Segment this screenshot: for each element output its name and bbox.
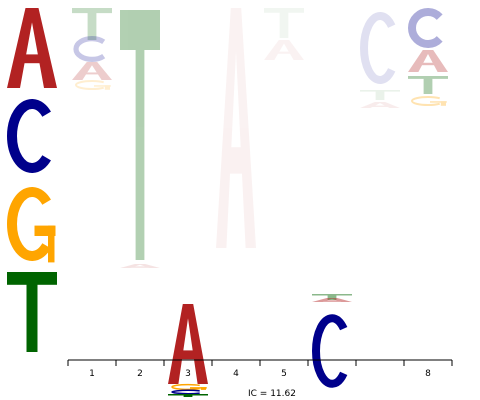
- motif-letter-pos1-g: [75, 80, 111, 90]
- motif-letter-pos3-g: [171, 383, 207, 391]
- motif-letter-pos7-t: [360, 90, 400, 100]
- motif-letter-pos5-a: [264, 40, 304, 60]
- x-tick-label-1: 1: [89, 369, 95, 379]
- motif-letter-pos6-t: [312, 294, 352, 300]
- x-tick-label-2: 2: [137, 369, 143, 379]
- motif-letter-pos1-a: [72, 62, 112, 80]
- x-tick-label-8: 8: [425, 369, 431, 379]
- x-tick-label-4: 4: [233, 369, 239, 379]
- information-content-label: IC = 11.62: [248, 389, 296, 399]
- motif-letter-pos8-t: [408, 76, 448, 94]
- x-tick-label-5: 5: [281, 369, 287, 379]
- motif-letter-pos1-t: [72, 8, 112, 40]
- motif-letter-pos3-t: [168, 394, 208, 397]
- motif-letter-pos3-a: [168, 304, 208, 384]
- reference-letter-a: [7, 8, 57, 88]
- x-tick-label-3: 3: [185, 369, 191, 379]
- reference-letter-t: [7, 272, 57, 352]
- motif-letter-pos1-c: [73, 36, 106, 62]
- reference-letter-c: [7, 99, 51, 173]
- motif-letter-pos6-a: [312, 298, 352, 302]
- x-axis: 1 2 3 4 5 8: [67, 359, 453, 379]
- motif-letter-pos8-c: [408, 8, 443, 48]
- motif-letter-pos5-t: [264, 8, 304, 38]
- logo-letters: [7, 8, 448, 397]
- motif-letter-pos7-c: [360, 12, 396, 84]
- motif-letter-pos6-c: [312, 314, 348, 388]
- motif-letter-pos7-a: [360, 102, 400, 108]
- motif-letter-pos8-g: [411, 96, 447, 106]
- motif-letter-pos2-a: [120, 264, 160, 268]
- motif-letter-pos4-a: [216, 8, 256, 248]
- motif-letter-pos2-t: [120, 10, 160, 260]
- motif-letter-pos8-a: [408, 50, 448, 72]
- motif-letter-pos3-c: [171, 389, 200, 395]
- reference-letter-g: [7, 187, 56, 263]
